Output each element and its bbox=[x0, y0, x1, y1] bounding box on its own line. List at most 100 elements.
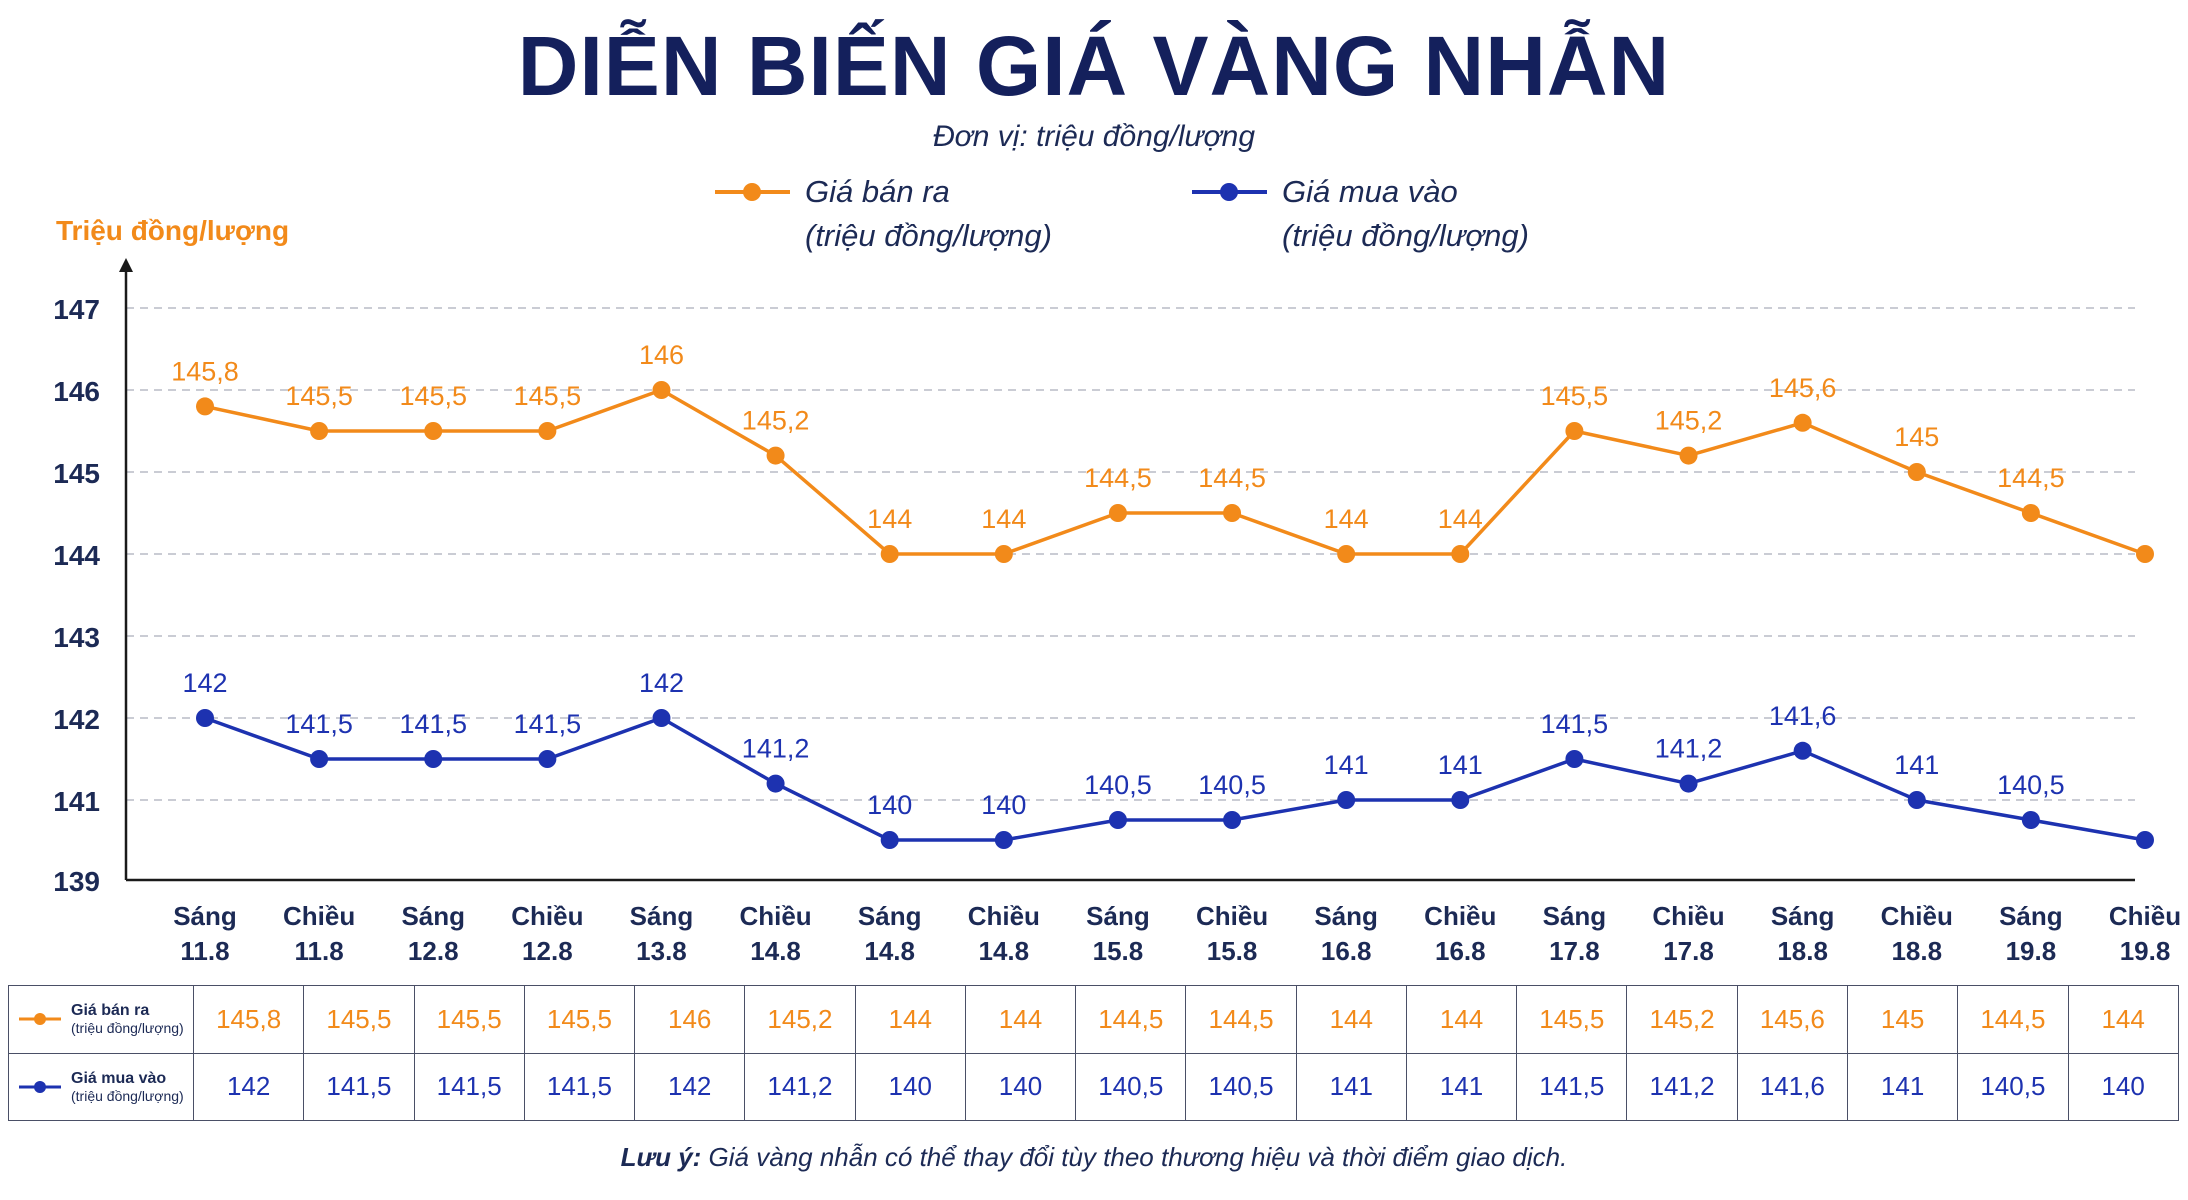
table-cell: 140,5 bbox=[1075, 1052, 1187, 1121]
data-point bbox=[880, 545, 899, 563]
chart-subtitle: Đơn vị: triệu đồng/lượng bbox=[932, 120, 1256, 153]
data-point bbox=[196, 397, 214, 416]
data-label: 144 bbox=[867, 504, 912, 534]
data-label: 144 bbox=[1438, 504, 1483, 534]
x-tick-label-top: Chiều bbox=[968, 901, 1040, 931]
data-label: 141,5 bbox=[514, 709, 582, 739]
data-label: 144,5 bbox=[1198, 463, 1266, 493]
x-tick-label-bottom: 11.8 bbox=[295, 936, 344, 966]
table-cell: 145,5 bbox=[303, 985, 415, 1054]
data-label: 145,5 bbox=[514, 381, 582, 411]
table-cell: 144 bbox=[2067, 985, 2179, 1054]
y-axis-arrow bbox=[119, 258, 133, 272]
x-tick-label-bottom: 15.8 bbox=[1207, 936, 1258, 966]
data-point bbox=[766, 446, 785, 465]
data-point bbox=[196, 709, 214, 727]
data-label: 141,2 bbox=[1655, 734, 1723, 764]
data-label: 144 bbox=[981, 504, 1026, 534]
data-label: 140 bbox=[981, 790, 1026, 820]
table-cell: 141,5 bbox=[303, 1052, 415, 1121]
data-label: 145,5 bbox=[285, 381, 353, 411]
table-buy-unit: (triệu đồng/lượng) bbox=[71, 1087, 184, 1104]
table-cell: 141,5 bbox=[523, 1052, 636, 1121]
data-label: 145,5 bbox=[399, 381, 467, 411]
table-buy-name: Giá mua vào bbox=[71, 1069, 167, 1087]
x-tick-label-bottom: 12.8 bbox=[522, 936, 573, 966]
data-label: 140,5 bbox=[1198, 770, 1266, 800]
data-point bbox=[538, 750, 557, 768]
x-tick-label-top: Sáng bbox=[173, 901, 237, 931]
data-point bbox=[1565, 750, 1584, 768]
data-label: 144,5 bbox=[1997, 463, 2065, 493]
data-point bbox=[994, 831, 1013, 849]
data-point bbox=[2136, 831, 2154, 849]
y-tick-label: 143 bbox=[53, 622, 100, 653]
x-tick-label-bottom: 14.8 bbox=[750, 936, 801, 966]
legend-marker bbox=[1220, 183, 1238, 201]
data-point bbox=[766, 774, 785, 793]
x-tick-label-top: Chiều bbox=[1881, 901, 1953, 931]
y-tick-label: 144 bbox=[53, 540, 100, 571]
table-cell: 144 bbox=[1295, 985, 1407, 1054]
x-tick-label-top: Sáng bbox=[630, 901, 694, 931]
x-tick-label-bottom: 19.8 bbox=[2006, 936, 2057, 966]
table-cell: 140 bbox=[854, 1052, 966, 1121]
table-head-sell: Giá bán ra (triệu đồng/lượng) bbox=[8, 985, 194, 1054]
y-tick-label: 147 bbox=[53, 294, 100, 325]
table-cell: 141,5 bbox=[1516, 1052, 1628, 1121]
buy-legend-marker bbox=[19, 1080, 61, 1093]
data-point bbox=[1679, 774, 1698, 793]
table-cell: 144,5 bbox=[1185, 985, 1297, 1054]
table-cell: 145,8 bbox=[192, 985, 305, 1054]
data-point bbox=[1565, 422, 1584, 440]
data-point bbox=[1451, 545, 1470, 563]
data-point bbox=[424, 750, 443, 768]
data-label: 141 bbox=[1324, 750, 1369, 780]
data-label: 145 bbox=[1894, 422, 1939, 452]
data-point bbox=[1108, 504, 1127, 522]
data-point bbox=[1337, 791, 1356, 809]
x-tick-label-top: Chiều bbox=[1652, 901, 1724, 931]
data-label: 140,5 bbox=[1997, 770, 2065, 800]
y-tick-label: 142 bbox=[53, 704, 100, 735]
table-cell: 144,5 bbox=[1957, 985, 2069, 1054]
x-tick-label-bottom: 18.8 bbox=[1777, 936, 1828, 966]
data-label: 144,5 bbox=[1084, 463, 1152, 493]
y-tick-label: 146 bbox=[53, 376, 100, 407]
table-cell: 141,2 bbox=[744, 1052, 856, 1121]
x-tick-label-top: Sáng bbox=[1771, 901, 1835, 931]
x-tick-label-top: Sáng bbox=[1086, 901, 1150, 931]
x-tick-label-bottom: 11.8 bbox=[180, 936, 229, 966]
x-tick-label-top: Chiều bbox=[283, 901, 355, 931]
legend-marker bbox=[743, 183, 761, 201]
data-point bbox=[538, 422, 557, 440]
table-cell: 141,6 bbox=[1736, 1052, 1848, 1121]
table-cell: 141 bbox=[1295, 1052, 1407, 1121]
table-row-sell: Giá bán ra (triệu đồng/lượng) 145,8 145,5… bbox=[8, 985, 2179, 1054]
data-label: 142 bbox=[182, 668, 227, 698]
data-point bbox=[1679, 446, 1698, 465]
data-label: 144 bbox=[1324, 504, 1369, 534]
table-head-buy: Giá mua vào (triệu đồng/lượng) bbox=[8, 1052, 194, 1121]
footnote: Lưu ý: Giá vàng nhẫn có thể thay đổi tùy… bbox=[0, 1142, 2188, 1173]
data-label: 145,2 bbox=[742, 406, 810, 436]
x-tick-label-top: Sáng bbox=[1999, 901, 2063, 931]
data-point bbox=[1108, 811, 1127, 829]
data-point bbox=[310, 422, 329, 440]
data-point bbox=[2021, 504, 2040, 522]
data-point bbox=[310, 750, 329, 768]
x-tick-label-bottom: 17.8 bbox=[1663, 936, 1714, 966]
data-point bbox=[1337, 545, 1356, 563]
data-point bbox=[652, 381, 671, 399]
y-tick-label: 139 bbox=[53, 866, 100, 897]
table-cell: 141,2 bbox=[1626, 1052, 1738, 1121]
table-cell: 140,5 bbox=[1185, 1052, 1297, 1121]
x-tick-label-bottom: 13.8 bbox=[636, 936, 687, 966]
data-label: 141 bbox=[1894, 750, 1939, 780]
x-tick-label-top: Chiều bbox=[1424, 901, 1496, 931]
data-label: 141,6 bbox=[1769, 701, 1837, 731]
data-point bbox=[1451, 791, 1470, 809]
data-label: 141 bbox=[1438, 750, 1483, 780]
table-cell: 145,2 bbox=[1626, 985, 1738, 1054]
data-point bbox=[880, 831, 899, 849]
